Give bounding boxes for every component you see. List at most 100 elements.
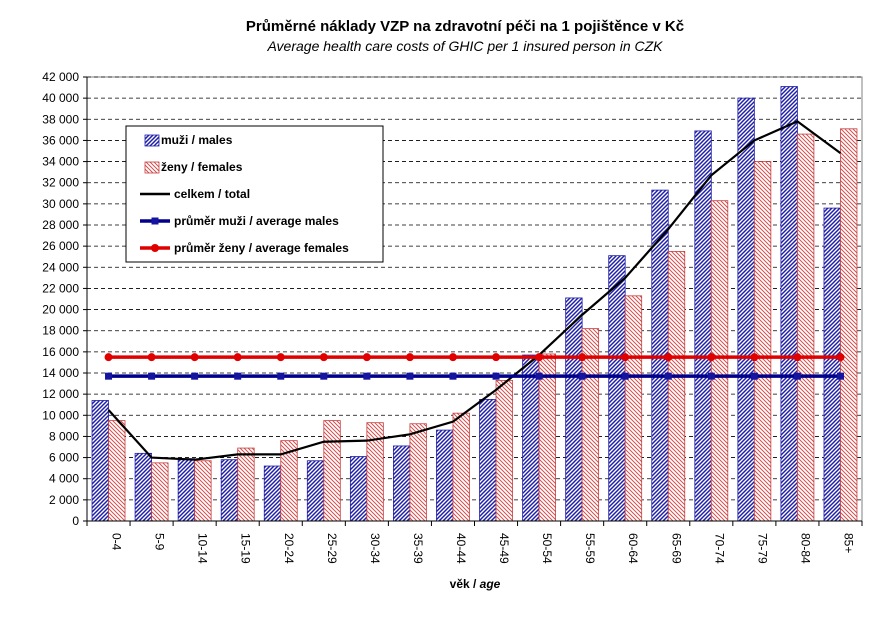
marker-point bbox=[405, 353, 414, 362]
x-tick-label: 25-29 bbox=[325, 533, 339, 564]
marker-point bbox=[750, 372, 758, 380]
marker-point bbox=[492, 372, 500, 380]
chart-title: Průměrné náklady VZP na zdravotní péči n… bbox=[246, 18, 684, 35]
bar bbox=[220, 459, 239, 522]
bar bbox=[823, 207, 841, 522]
y-tick-label: 36 000 bbox=[42, 133, 79, 147]
marker-point bbox=[492, 353, 501, 362]
x-tick-label: 15-19 bbox=[239, 533, 253, 564]
bar bbox=[393, 445, 411, 522]
marker-point bbox=[105, 372, 113, 380]
marker-point bbox=[836, 353, 845, 362]
marker-point bbox=[320, 372, 328, 380]
bar bbox=[694, 130, 712, 522]
x-axis-label-main: věk / bbox=[450, 577, 480, 591]
y-tick-label: 12 000 bbox=[42, 387, 79, 401]
x-tick-label: 65-69 bbox=[669, 533, 683, 564]
y-tick-label: 14 000 bbox=[42, 366, 79, 380]
marker-point bbox=[448, 353, 457, 362]
y-tick-label: 2 000 bbox=[49, 493, 79, 507]
bar bbox=[753, 161, 772, 522]
marker-point bbox=[191, 372, 199, 380]
marker-point bbox=[793, 372, 801, 380]
y-tick-label: 18 000 bbox=[42, 324, 79, 338]
bar bbox=[522, 354, 540, 522]
x-axis: 0-4 5-9 10-14 15-19 20-24 25-29 30-34 35-39 40-4… bbox=[86, 520, 863, 564]
legend-swatch bbox=[144, 134, 160, 147]
marker-point bbox=[190, 353, 199, 362]
bar bbox=[840, 128, 858, 522]
legend-label: průměr ženy / average females bbox=[174, 241, 349, 255]
x-tick-label: 0-4 bbox=[110, 533, 124, 551]
x-tick-label: 30-34 bbox=[368, 533, 382, 564]
marker-point bbox=[750, 353, 759, 362]
y-tick-label: 40 000 bbox=[42, 91, 79, 105]
legend-marker bbox=[151, 244, 159, 252]
marker-point bbox=[578, 353, 587, 362]
marker-point bbox=[234, 372, 242, 380]
x-tick-label: 45-49 bbox=[497, 533, 511, 564]
bar bbox=[263, 465, 282, 522]
x-tick-label: 40-44 bbox=[454, 533, 468, 564]
y-tick-label: 0 bbox=[72, 514, 79, 528]
x-tick-label: 85+ bbox=[841, 533, 855, 553]
bar bbox=[151, 462, 169, 522]
marker-point bbox=[362, 353, 371, 362]
legend-label: průměr muži / average males bbox=[174, 214, 339, 228]
bar bbox=[409, 423, 427, 522]
bar bbox=[91, 400, 109, 522]
bar bbox=[565, 297, 583, 522]
bar bbox=[306, 460, 325, 522]
bar bbox=[667, 251, 686, 522]
y-tick-label: 10 000 bbox=[42, 408, 79, 422]
marker-point bbox=[147, 353, 156, 362]
legend: muži / males ženy / females celkem / total… bbox=[125, 125, 384, 263]
x-tick-label: 75-79 bbox=[755, 533, 769, 564]
bar bbox=[710, 200, 729, 522]
y-tick-label: 28 000 bbox=[42, 218, 79, 232]
marker-point bbox=[276, 353, 285, 362]
legend-marker bbox=[151, 217, 159, 225]
y-tick-label: 42 000 bbox=[42, 70, 79, 84]
y-tick-label: 22 000 bbox=[42, 281, 79, 295]
marker-point bbox=[707, 372, 715, 380]
marker-point bbox=[621, 353, 630, 362]
legend-label: celkem / total bbox=[174, 187, 250, 201]
x-tick-label: 80-84 bbox=[798, 533, 812, 564]
y-axis: 0 2 000 4 000 6 000 8 000 10 000 12 000 14 000 1… bbox=[42, 70, 88, 528]
marker-point bbox=[277, 372, 285, 380]
y-tick-label: 32 000 bbox=[42, 176, 79, 190]
x-tick-label: 70-74 bbox=[712, 533, 726, 564]
y-tick-label: 20 000 bbox=[42, 303, 79, 317]
marker-point bbox=[449, 372, 457, 380]
x-tick-label: 50-54 bbox=[540, 533, 554, 564]
marker-point bbox=[148, 372, 156, 380]
y-tick-label: 16 000 bbox=[42, 345, 79, 359]
x-tick-label: 55-59 bbox=[583, 533, 597, 564]
y-tick-label: 38 000 bbox=[42, 112, 79, 126]
chart-subtitle: Average health care costs of GHIC per 1 … bbox=[266, 38, 663, 54]
bar bbox=[495, 379, 513, 522]
x-axis-label-italic: age bbox=[480, 577, 501, 591]
marker-point bbox=[836, 372, 844, 380]
x-tick-label: 5-9 bbox=[153, 533, 167, 551]
y-tick-label: 24 000 bbox=[42, 260, 79, 274]
bar bbox=[366, 422, 384, 522]
bar bbox=[780, 86, 798, 522]
x-tick-label: 35-39 bbox=[411, 533, 425, 564]
bars bbox=[91, 86, 858, 522]
marker-point bbox=[707, 353, 716, 362]
x-tick-label: 10-14 bbox=[196, 533, 210, 564]
marker-point bbox=[319, 353, 328, 362]
bar bbox=[237, 447, 255, 522]
marker-point bbox=[104, 353, 113, 362]
bar bbox=[624, 295, 643, 522]
y-tick-label: 4 000 bbox=[49, 472, 79, 486]
bar bbox=[797, 133, 815, 522]
bar bbox=[452, 412, 470, 522]
y-tick-label: 30 000 bbox=[42, 197, 79, 211]
marker-point bbox=[233, 353, 242, 362]
x-tick-label: 20-24 bbox=[282, 533, 296, 564]
y-tick-label: 34 000 bbox=[42, 155, 79, 169]
